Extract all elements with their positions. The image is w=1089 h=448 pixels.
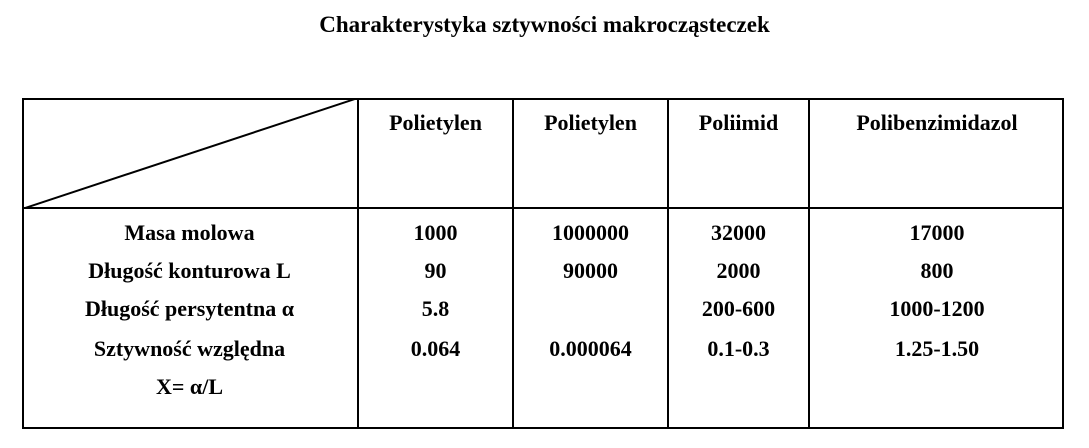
page-title: Charakterystyka sztywności makrocząstecz… <box>319 12 770 37</box>
table-cell: 1.25-1.50 <box>894 336 980 361</box>
table-cell: 0.064 <box>410 336 461 361</box>
column-header-polietylen-2: Polietylen <box>544 110 637 135</box>
header-divider <box>22 207 1064 209</box>
table-cell: 17000 <box>909 220 965 245</box>
column-header-poliimid: Poliimid <box>698 110 779 135</box>
table-border <box>22 98 1064 429</box>
column-divider <box>667 98 669 429</box>
table-cell: 1000 <box>413 220 458 245</box>
table-cell: 1000000 <box>552 220 629 245</box>
row-label-sztywnosc-formula: X= α/L <box>156 374 223 399</box>
column-header-polibenzimidazol: Polibenzimidazol <box>856 110 1018 135</box>
column-divider <box>808 98 810 429</box>
table-cell: 2000 <box>716 258 761 283</box>
table-cell: 800 <box>920 258 954 283</box>
table-cell: 90000 <box>563 258 618 283</box>
column-divider <box>357 98 359 429</box>
table-cell: 5.8 <box>421 296 450 321</box>
row-label-dlugosc-persytentna: Długość persytentna α <box>84 296 295 321</box>
table-cell: 0.000064 <box>549 336 632 361</box>
table-cell: 0.1-0.3 <box>707 336 770 361</box>
table-cell: 1000-1200 <box>889 296 985 321</box>
table-cell: 90 <box>424 258 447 283</box>
row-label-dlugosc-konturowa: Długość konturowa L <box>88 258 291 283</box>
table-cell: 200-600 <box>701 296 776 321</box>
table-cell: 32000 <box>711 220 766 245</box>
column-divider <box>512 98 514 429</box>
diagonal-corner-line <box>22 98 358 209</box>
column-header-polietylen-1: Polietylen <box>389 110 482 135</box>
row-label-sztywnosc-wzgledna: Sztywność względna <box>93 336 286 361</box>
row-label-masa-molowa: Masa molowa <box>124 220 255 245</box>
